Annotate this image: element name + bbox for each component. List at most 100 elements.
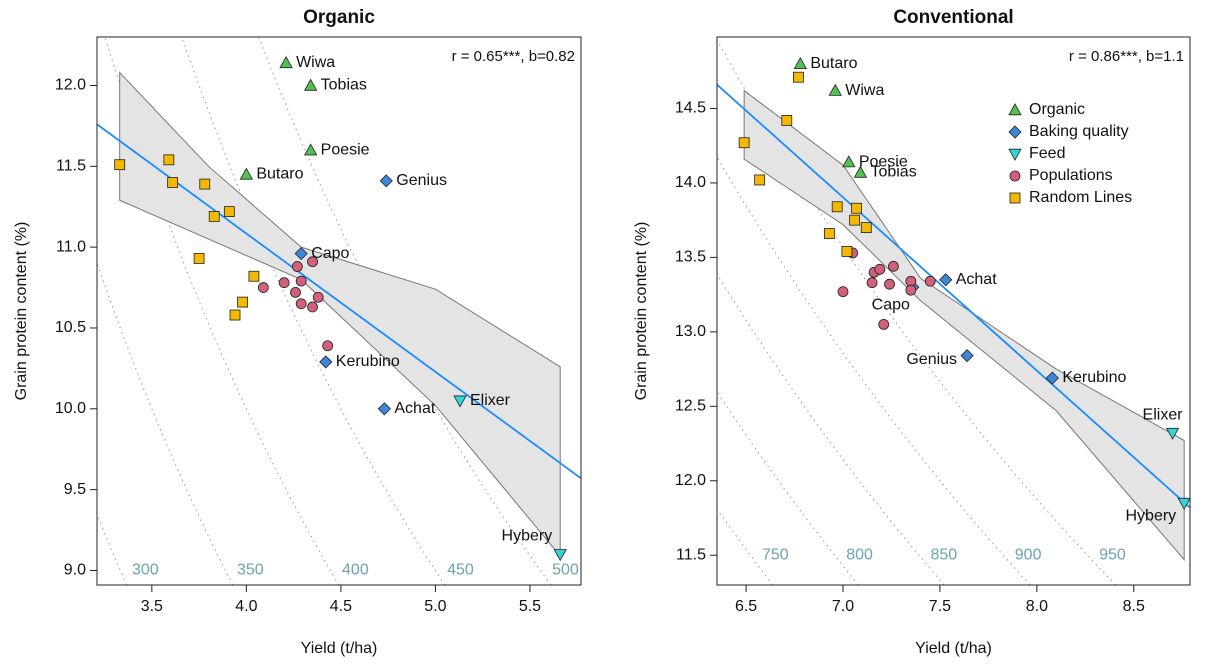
plot-frame [96,36,582,586]
point [888,260,899,272]
x-tick-label: 8.0 [1026,598,1048,615]
point [290,287,301,298]
y-tick-label: 12.0 [55,77,86,94]
contour-label: 500 [552,562,579,579]
point [193,253,205,264]
y-tick-label: 11.5 [676,546,706,563]
y-tick-label: 13.5 [675,249,706,266]
point [379,174,393,188]
legend-label: Organic [1029,101,1085,118]
x-tick-label: 7.0 [832,598,854,615]
point-label: Butaro [810,55,857,72]
y-tick-label: 11.5 [56,158,86,175]
point [866,277,878,289]
chart-title: Organic [303,7,375,28]
point [841,246,853,257]
point [257,282,269,293]
point-label: Tobias [321,77,367,94]
point [279,56,293,69]
point-label: Tobias [870,164,916,181]
point [738,137,750,149]
x-axis-label: Yield (t/ha) [301,640,378,657]
legend-label: Feed [1029,145,1065,162]
point [1177,497,1191,510]
y-tick-label: 12.5 [675,398,706,415]
x-tick-label: 4.5 [330,598,352,615]
annotation: r = 0.65***, b=0.82 [452,48,575,65]
point-label: Wiwa [296,54,335,71]
point [303,78,318,91]
point [322,340,334,352]
y-tick-label: 14.0 [675,174,706,191]
point-label: Kerubino [336,353,400,370]
point [924,275,936,287]
point [167,177,179,188]
legend-label: Random Lines [1029,189,1132,206]
x-tick-label: 3.5 [141,598,163,615]
plot-area [97,37,581,585]
point-label: Hybery [502,528,553,545]
legend-marker [1008,148,1022,161]
point-label: Capo [311,245,349,262]
contour-label: 300 [132,562,159,579]
x-axis-label: Yield (t/ha) [915,640,992,657]
point [939,273,953,287]
contour-line [181,37,446,585]
legend-label: Baking quality [1029,123,1129,140]
point-label: Elixer [1143,406,1184,423]
point [842,155,856,168]
contour-label: 900 [1015,546,1042,563]
legend-marker [1009,170,1021,182]
point [1045,371,1059,385]
y-tick-label: 10.5 [55,319,86,336]
y-tick-label: 13.0 [675,323,706,340]
point [237,296,248,308]
y-tick-label: 9.0 [64,562,86,579]
point-label: Achat [394,400,435,417]
contour-label: 750 [762,546,789,563]
point-label: Genius [906,351,957,368]
y-tick-label: 14.5 [675,100,706,117]
point [303,143,318,156]
confidence-band [743,89,1185,562]
point [208,211,220,222]
point [248,270,260,282]
point [278,277,290,289]
contour-line [258,37,552,585]
y-tick-label: 9.5 [64,481,86,498]
point [1165,427,1180,440]
point [874,263,886,275]
point [307,301,318,313]
point [239,167,254,180]
x-tick-label: 4.0 [235,598,257,615]
x-tick-label: 5.0 [424,598,446,615]
x-tick-label: 6.5 [735,598,757,615]
y-tick-label: 12.0 [675,472,706,489]
point-label: Poesie [859,153,908,170]
point [828,83,842,96]
point [294,247,308,261]
point-label: Wiwa [845,82,884,99]
point [878,319,890,330]
point-label: Achat [956,271,997,288]
legend-marker [1009,192,1021,204]
contour-label: 950 [1099,546,1126,563]
point [319,355,333,369]
point [307,256,318,268]
point-label: Butaro [256,166,303,183]
y-axis-label: Grain protein content (%) [13,222,30,401]
y-axis-label: Grain protein content (%) [633,222,650,401]
point [884,278,895,290]
point [849,214,861,226]
x-tick-label: 8.5 [1123,598,1145,615]
contour-line [717,273,945,585]
point [292,261,303,272]
plot-frame [716,36,1191,586]
point [824,228,835,239]
legend-marker [1008,103,1022,116]
point-label: Hybery [1125,507,1176,524]
point [860,222,872,234]
contour-line [717,156,1031,585]
point-label: Capo [872,296,910,313]
y-tick-label: 10.0 [55,400,86,417]
